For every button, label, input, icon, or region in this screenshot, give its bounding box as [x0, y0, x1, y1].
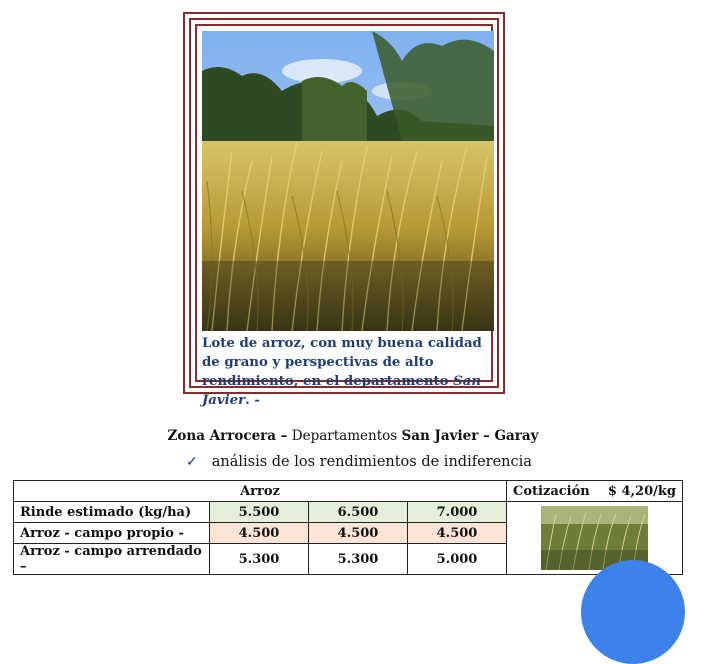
- analisis-text: análisis de los rendimientos de indifere…: [211, 454, 532, 470]
- caption-text: Lote de arroz, con muy buena calidad de …: [202, 336, 482, 389]
- table-cell: 5.500: [209, 501, 309, 523]
- rice-field-photo: [202, 31, 494, 331]
- cotizacion-cell: Cotización $ 4,20/kg: [506, 480, 683, 502]
- rice-thumbnail-cell: [506, 501, 683, 575]
- zona-heading: Zona Arrocera – Departamentos San Javier…: [0, 428, 706, 444]
- row-label: Arroz - campo propio -: [13, 522, 210, 544]
- table-row: Arroz - campo arrendado – 5.300 5.300 5.…: [13, 543, 683, 575]
- table-cell: 7.000: [407, 501, 507, 523]
- table-cell: 5.300: [308, 543, 408, 575]
- row-label: Arroz - campo arrendado –: [13, 543, 210, 575]
- photo-frame-mid: Lote de arroz, con muy buena calidad de …: [189, 18, 499, 408]
- table-cell: 5.000: [407, 543, 507, 575]
- analisis-bullet: ✓ análisis de los rendimientos de indifer…: [186, 454, 532, 470]
- photo-frame: Lote de arroz, con muy buena calidad de …: [183, 12, 505, 408]
- rice-field-image: [202, 31, 494, 331]
- arroz-header: Arroz: [13, 480, 507, 502]
- cotizacion-value: $ 4,20/kg: [607, 483, 676, 499]
- table-cell: 5.300: [209, 543, 309, 575]
- table-row: Arroz - campo propio - 4.500 4.500 4.500: [13, 522, 683, 544]
- checkmark-icon: ✓: [186, 454, 198, 470]
- photo-frame-inner: Lote de arroz, con muy buena calidad de …: [195, 24, 494, 408]
- table-cell: 4.500: [407, 522, 507, 544]
- table-cell: 4.500: [308, 522, 408, 544]
- zona-label: Zona Arrocera –: [167, 428, 288, 444]
- zona-places: San Javier – Garay: [401, 428, 539, 444]
- table-header-row: Arroz Cotización $ 4,20/kg: [13, 480, 683, 502]
- table-cell: 4.500: [209, 522, 309, 544]
- caption-end: . -: [245, 393, 260, 408]
- table-row: Rinde estimado (kg/ha) 5.500 6.500 7.000: [13, 501, 683, 575]
- yield-table: Arroz Cotización $ 4,20/kg Rinde estimad…: [13, 480, 683, 575]
- zona-text: Departamentos: [287, 428, 402, 444]
- cotizacion-label: Cotización: [513, 483, 590, 499]
- row-label: Rinde estimado (kg/ha): [13, 501, 210, 523]
- rice-thumbnail: [541, 506, 648, 570]
- rice-thumbnail-image: [541, 506, 648, 570]
- table-cell: 6.500: [308, 501, 408, 523]
- floating-action-button[interactable]: [581, 560, 685, 664]
- caption-place: San Javier: [202, 374, 482, 408]
- photo-caption: Lote de arroz, con muy buena calidad de …: [202, 334, 494, 410]
